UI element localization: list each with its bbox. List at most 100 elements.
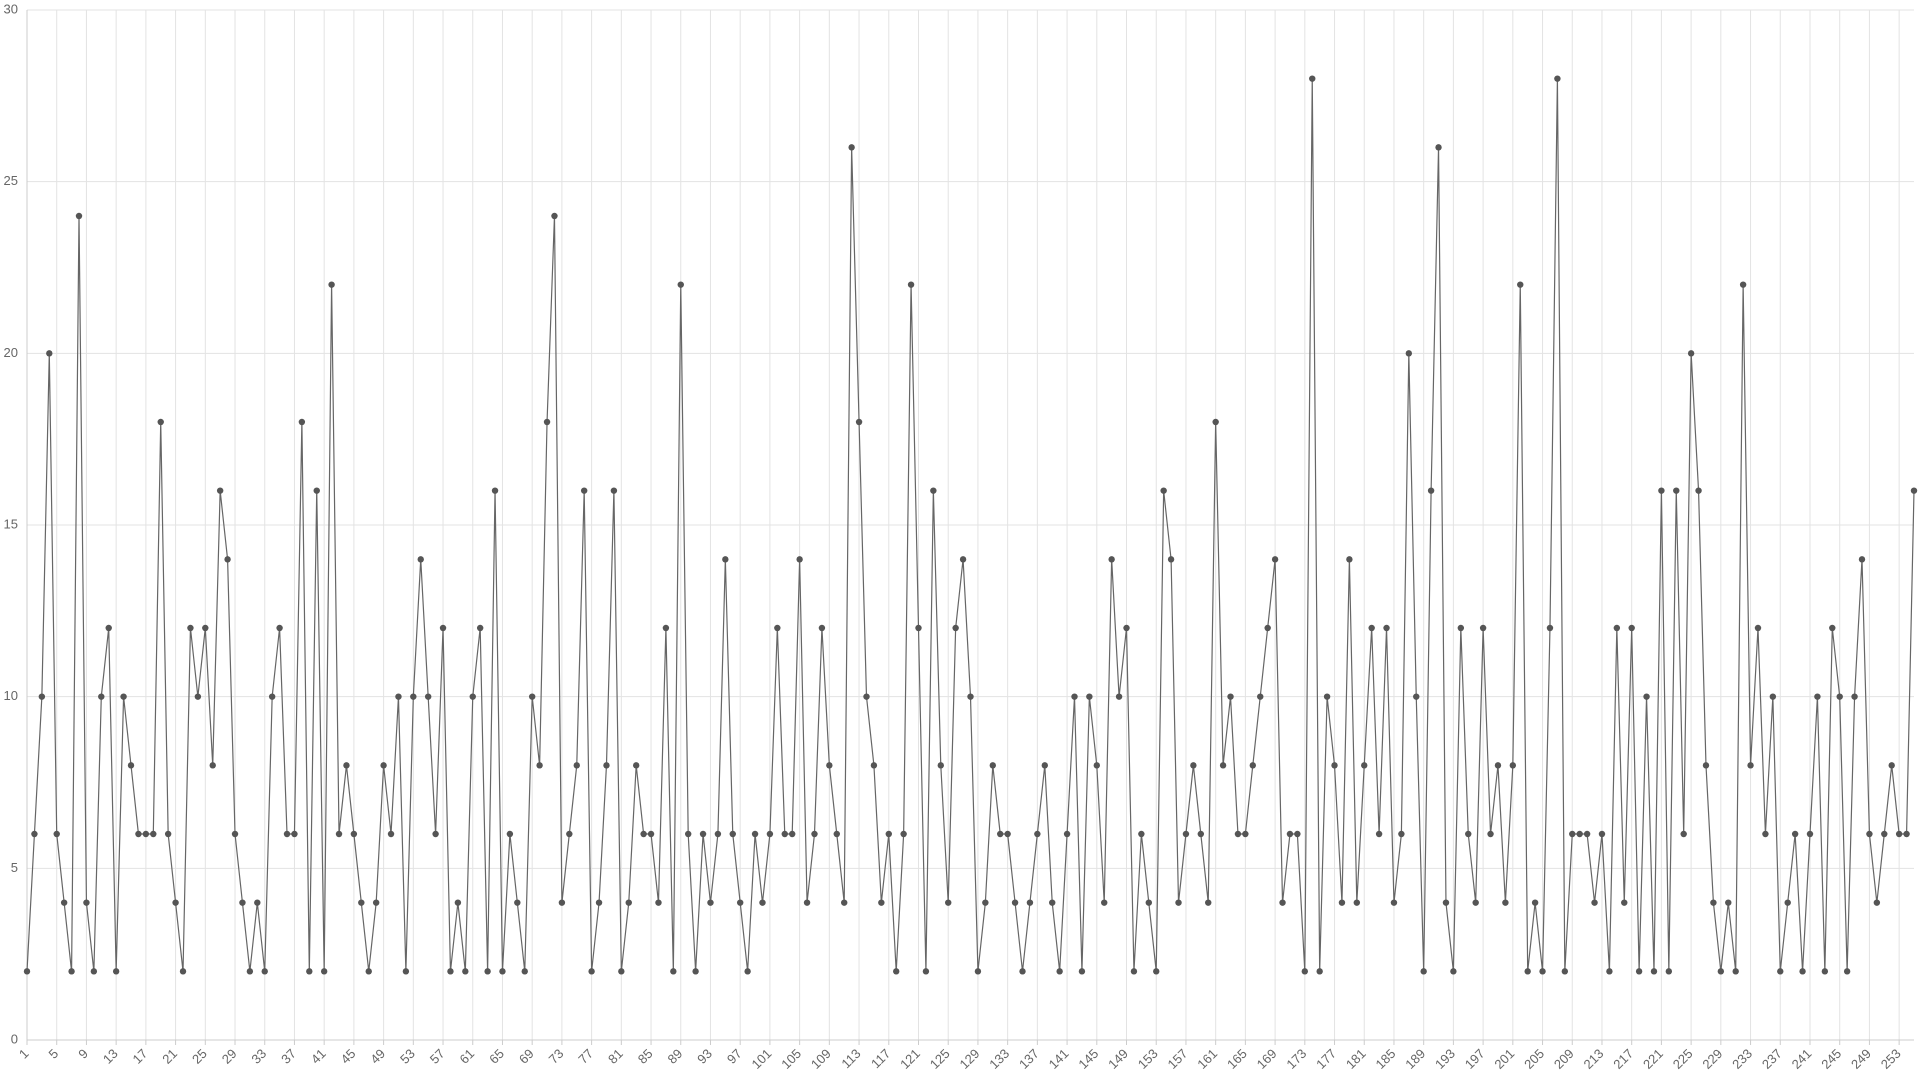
point: [1219, 762, 1227, 769]
point: [350, 830, 358, 838]
point: [1056, 968, 1063, 975]
x-tick-label: 221: [1640, 1046, 1666, 1072]
point: [127, 762, 135, 769]
point: [1539, 968, 1546, 975]
x-tick-label: 45: [338, 1046, 359, 1067]
point: [1717, 968, 1725, 975]
point: [1138, 830, 1145, 838]
point: [387, 830, 395, 838]
point: [566, 830, 573, 838]
point: [595, 899, 603, 906]
point: [105, 624, 112, 632]
x-tick-label: 225: [1670, 1046, 1696, 1072]
point: [1680, 830, 1687, 838]
point: [417, 556, 424, 563]
point: [1465, 830, 1472, 838]
x-tick-label: 161: [1194, 1046, 1220, 1072]
y-tick-label: 10: [4, 688, 18, 703]
point: [647, 830, 655, 838]
point: [1903, 830, 1910, 838]
point: [774, 624, 781, 632]
x-tick-label: 137: [1016, 1046, 1042, 1072]
point: [543, 418, 551, 426]
point: [803, 899, 811, 906]
point: [848, 144, 855, 151]
point: [744, 968, 751, 975]
point: [551, 212, 558, 220]
point: [1725, 899, 1732, 906]
point: [1650, 968, 1658, 975]
point: [1227, 693, 1234, 700]
point: [239, 899, 246, 906]
point: [1732, 968, 1739, 975]
point: [1591, 899, 1598, 906]
point: [1784, 899, 1791, 906]
point: [1799, 968, 1806, 975]
point: [202, 624, 209, 632]
point: [23, 968, 31, 975]
point: [1420, 968, 1427, 975]
point: [1658, 487, 1665, 494]
point: [558, 899, 566, 906]
point: [1829, 624, 1836, 632]
point: [997, 830, 1004, 838]
point: [781, 830, 788, 838]
point: [603, 762, 610, 769]
point: [424, 693, 432, 700]
point: [1205, 899, 1212, 906]
point: [580, 487, 588, 494]
x-tick-label: 205: [1521, 1046, 1547, 1072]
point: [187, 624, 194, 632]
y-tick-label: 20: [4, 345, 18, 360]
point: [194, 693, 202, 700]
point: [1338, 899, 1346, 906]
point: [1613, 624, 1621, 632]
point: [1442, 899, 1450, 906]
point: [380, 762, 387, 769]
point: [432, 830, 439, 838]
point: [729, 830, 736, 838]
point: [462, 968, 469, 975]
point: [967, 693, 974, 700]
x-tick-label: 21: [159, 1046, 180, 1067]
x-tick-label: 141: [1046, 1046, 1072, 1072]
point: [1843, 968, 1851, 975]
point: [1249, 762, 1257, 769]
x-tick-label: 213: [1581, 1046, 1607, 1072]
x-tick-label: 157: [1165, 1046, 1191, 1072]
point: [410, 693, 417, 700]
point: [1078, 968, 1086, 975]
x-tick-label: 61: [456, 1046, 477, 1067]
point: [1821, 968, 1829, 975]
point: [818, 624, 826, 632]
point: [268, 693, 276, 700]
x-tick-label: 89: [664, 1046, 685, 1067]
x-tick-label: 121: [897, 1046, 923, 1072]
point: [937, 762, 944, 769]
point: [1673, 487, 1680, 494]
point: [610, 487, 618, 494]
point: [1910, 487, 1918, 494]
point: [31, 830, 38, 838]
point: [157, 418, 164, 426]
point: [989, 762, 996, 769]
point: [454, 899, 462, 906]
point: [1034, 830, 1041, 838]
x-tick-label: 29: [219, 1046, 240, 1067]
point: [766, 830, 774, 838]
point: [1026, 899, 1034, 906]
point: [1814, 693, 1821, 700]
point: [1309, 75, 1316, 82]
point: [1665, 968, 1673, 975]
point: [945, 899, 952, 906]
point: [1197, 830, 1205, 838]
point: [692, 968, 699, 975]
x-tick-label: 109: [808, 1046, 834, 1072]
point: [469, 693, 476, 700]
point: [789, 830, 796, 838]
point: [707, 899, 714, 906]
point: [1190, 762, 1197, 769]
point: [870, 762, 878, 769]
point: [736, 899, 744, 906]
point: [83, 899, 90, 906]
